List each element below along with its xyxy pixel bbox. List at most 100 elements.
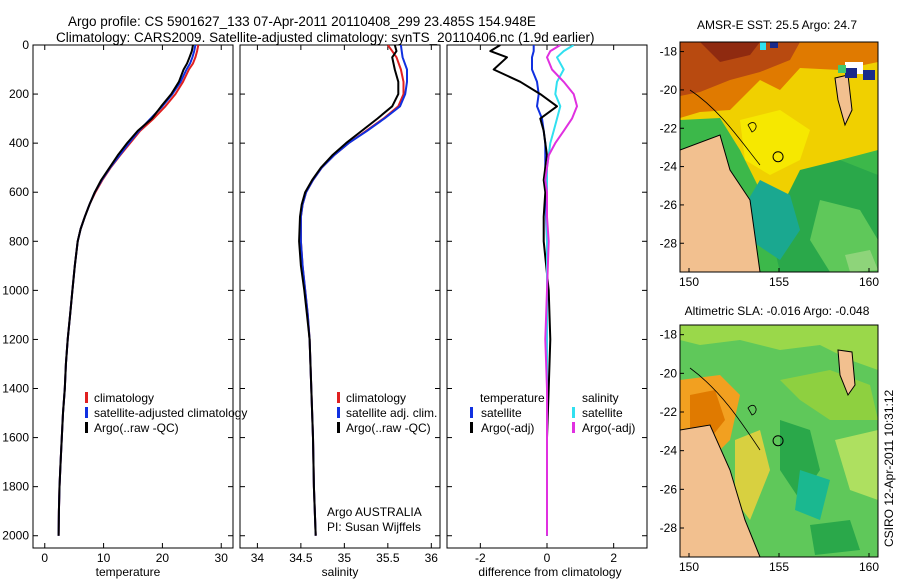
sst-argo-position-marker: [772, 151, 784, 163]
legend-label-temp-argo: Argo(-adj): [481, 421, 534, 435]
legend-label-sal-argo: Argo(-adj): [582, 421, 635, 435]
x-tick-label: 35.5: [376, 551, 400, 565]
difference-series: [489, 45, 578, 536]
x-tick-label: -2: [475, 551, 486, 565]
map-y-tick-label: -26: [660, 482, 678, 496]
map-y-tick-label: -18: [660, 45, 678, 59]
annotation-pi-name: PI: Susan Wijffels: [327, 520, 421, 534]
map-x-tick-label: 155: [769, 560, 789, 574]
y-tick-label: 1000: [2, 283, 29, 297]
sst-map-image: [680, 42, 878, 272]
temperature-legend: climatology satellite-adjusted climatolo…: [85, 391, 247, 435]
x-tick-label: 2: [610, 551, 617, 565]
temperature-axes-frame: [32, 44, 234, 549]
legend-swatch-sal-argo: [572, 422, 575, 433]
figure-title-line2: Climatology: CARS2009. Satellite-adjuste…: [56, 30, 595, 45]
sla-map-image: [680, 325, 878, 557]
map-y-tick-label: -22: [660, 121, 678, 135]
legend-label-argo: Argo(..raw -QC): [346, 421, 431, 435]
legend-swatch-temp-satellite: [470, 407, 473, 418]
series-line-temperature-argo-adj-: [489, 45, 558, 536]
salinity-axes-frame: [239, 44, 441, 549]
salinity-xlabel: salinity: [322, 565, 359, 579]
x-tick-label: 36: [425, 551, 439, 565]
csiro-timestamp: CSIRO 12-Apr-2011 10:31:12: [882, 389, 896, 547]
difference-panel: -2 0 2 difference from climatology tempera…: [446, 44, 648, 579]
legend-swatch-satellite: [85, 407, 88, 418]
map-y-tick-label: -20: [660, 366, 678, 380]
legend-swatch-satellite: [337, 407, 340, 418]
series-line-satellite-adj-clim-: [299, 45, 408, 536]
map-y-tick-label: -22: [660, 405, 678, 419]
y-tick-label: 1600: [2, 431, 29, 445]
legend-swatch-argo: [85, 422, 88, 433]
y-tick-label: 2000: [2, 529, 29, 543]
y-tick-label: 600: [9, 185, 29, 199]
legend-swatch-climatology: [337, 392, 340, 403]
series-line-salinity-argo-adj-: [544, 45, 578, 536]
legend-label-sal-satellite: satellite: [582, 406, 623, 420]
sla-map-panel: Altimetric SLA: -0.016 Argo: -0.048 15: [660, 304, 880, 574]
y-tick-label: 0: [22, 38, 29, 52]
difference-legend: temperature satellite Argo(-adj) salinit…: [470, 391, 635, 435]
difference-xlabel: difference from climatology: [478, 565, 621, 579]
temperature-ticks: 0 10 20 30 0 200 400 600 800 1000 1200 1400 1600 1800…: [2, 38, 233, 565]
x-tick-label: 0: [544, 551, 551, 565]
map-y-tick-label: -18: [660, 328, 678, 342]
temperature-xlabel: temperature: [96, 565, 161, 579]
legend-label-satellite: satellite-adjusted climatology: [94, 406, 247, 420]
temperature-panel: 0 10 20 30 0 200 400 600 800 1000 1200 1400 1600 1800…: [2, 38, 247, 579]
series-line-climatology: [299, 45, 405, 536]
sst-map-title: AMSR-E SST: 25.5 Argo: 24.7: [697, 18, 857, 32]
x-tick-label: 30: [215, 551, 229, 565]
legend-swatch-sal-satellite: [572, 407, 575, 418]
legend-label-argo: Argo(..raw -QC): [94, 421, 179, 435]
series-line-argo-raw-qc-: [298, 45, 400, 536]
series-line-salinity-satellite: [546, 45, 575, 536]
x-tick-label: 0: [41, 551, 48, 565]
series-line-argo-raw-qc-: [57, 45, 194, 536]
y-tick-label: 1400: [2, 382, 29, 396]
map-y-tick-label: -28: [660, 521, 678, 535]
sst-map-ticks: 150 155 160 -18 -20 -22 -24 -26 -28: [660, 45, 880, 289]
x-tick-label: 34: [251, 551, 265, 565]
y-tick-label: 800: [9, 234, 29, 248]
series-line-climatology: [57, 45, 200, 536]
map-y-tick-label: -28: [660, 236, 678, 250]
sla-argo-position-marker: [772, 435, 784, 447]
sst-map-panel: AMSR-E SST: 25.5 Argo: 24.7: [660, 18, 880, 289]
y-tick-label: 1200: [2, 332, 29, 346]
difference-ticks: -2 0 2: [447, 44, 647, 565]
map-x-tick-label: 160: [859, 275, 879, 289]
map-y-tick-label: -24: [660, 444, 678, 458]
sla-map-ticks: 150 155 160 -18 -20 -22 -24 -26 -28: [660, 328, 880, 574]
x-tick-label: 34.5: [289, 551, 313, 565]
salinity-legend: climatology satellite adj. clim. Argo(..…: [337, 391, 437, 435]
legend-label-satellite: satellite adj. clim.: [346, 406, 437, 420]
y-tick-label: 1800: [2, 480, 29, 494]
legend-swatch-temp-argo: [470, 422, 473, 433]
legend-heading-temperature: temperature: [480, 391, 545, 405]
salinity-ticks: 34 34.5 35 35.5 36: [240, 44, 440, 565]
x-tick-label: 20: [156, 551, 170, 565]
legend-heading-salinity: salinity: [582, 391, 619, 405]
figure-title-line1: Argo profile: CS 5901627_133 07-Apr-2011…: [68, 14, 536, 29]
map-y-tick-label: -24: [660, 160, 678, 174]
legend-label-climatology: climatology: [94, 391, 154, 405]
legend-label-temp-satellite: satellite: [481, 406, 522, 420]
map-x-tick-label: 155: [769, 275, 789, 289]
map-x-tick-label: 150: [679, 275, 699, 289]
x-tick-label: 35: [338, 551, 352, 565]
map-x-tick-label: 150: [679, 560, 699, 574]
sla-map-title: Altimetric SLA: -0.016 Argo: -0.048: [685, 304, 870, 318]
salinity-series: [298, 45, 408, 536]
legend-label-climatology: climatology: [346, 391, 406, 405]
x-tick-label: 10: [97, 551, 111, 565]
map-y-tick-label: -20: [660, 83, 678, 97]
legend-swatch-argo: [337, 422, 340, 433]
temperature-series: [57, 45, 200, 536]
y-tick-label: 400: [9, 136, 29, 150]
map-x-tick-label: 160: [859, 560, 879, 574]
